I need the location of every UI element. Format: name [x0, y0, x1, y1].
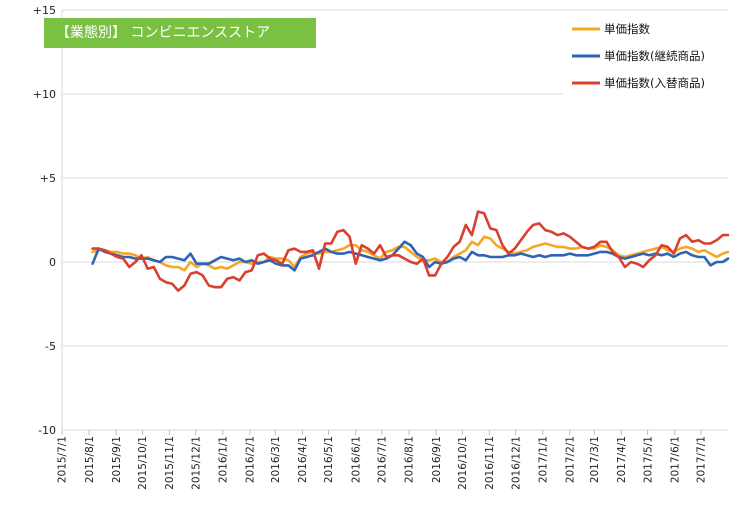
x-tick-label: 2016/8/1 [404, 436, 416, 483]
y-tick-label: -10 [38, 424, 56, 437]
y-tick-label: +10 [33, 88, 56, 101]
series-line-1 [91, 240, 730, 272]
x-tick-label: 2016/5/1 [323, 436, 335, 483]
x-tick-label: 2015/9/1 [111, 436, 123, 483]
category-badge: 【業態別】 コンビニエンスストア [44, 18, 316, 48]
x-tick-label: 2017/5/1 [642, 436, 654, 483]
x-tick-label: 2016/2/1 [245, 436, 257, 483]
x-tick-label: 2017/3/1 [589, 436, 601, 483]
y-axis-tick-labels: +15 +10 +5 0 -5 -10 [33, 4, 56, 437]
y-tick-label: +15 [33, 4, 56, 17]
x-tick-label: 2017/4/1 [616, 436, 628, 483]
x-tick-label: 2015/7/1 [57, 436, 69, 483]
x-tick-label: 2016/11/1 [484, 436, 496, 490]
x-tick-label: 2016/12/1 [510, 436, 522, 490]
series-lines [91, 210, 730, 292]
x-axis-tick-labels: 2015/7/1 2015/8/1 2015/9/1 2015/10/1 2015/11… [57, 430, 708, 490]
x-tick-label: 2016/3/1 [270, 436, 282, 483]
x-tick-label: 2017/6/1 [669, 436, 681, 483]
x-tick-label: 2016/6/1 [350, 436, 362, 483]
x-tick-label: 2015/11/1 [164, 436, 176, 490]
x-tick-label: 2015/8/1 [84, 436, 96, 483]
x-tick-label: 2016/4/1 [297, 436, 309, 483]
x-tick-label: 2017/2/1 [564, 436, 576, 483]
x-tick-label: 2017/1/1 [537, 436, 549, 483]
x-tick-label: 2016/9/1 [431, 436, 443, 483]
gridlines [62, 9, 728, 431]
legend-label: 単価指数 [604, 22, 650, 36]
y-tick-label: +5 [40, 172, 56, 185]
y-tick-label: -5 [45, 340, 56, 353]
x-tick-label: 2016/10/1 [457, 436, 469, 490]
x-tick-label: 2016/7/1 [377, 436, 389, 483]
y-tick-label: 0 [49, 256, 56, 269]
legend-label: 単価指数(入替商品) [604, 76, 705, 90]
legend-label: 単価指数(継続商品) [604, 49, 705, 63]
x-tick-label: 2015/12/1 [190, 436, 202, 490]
x-tick-label: 2015/10/1 [137, 436, 149, 490]
x-tick-label: 2017/7/1 [696, 436, 708, 483]
series-line-0 [91, 235, 730, 272]
series-line-2 [91, 210, 730, 292]
x-tick-label: 2016/1/1 [217, 436, 229, 483]
